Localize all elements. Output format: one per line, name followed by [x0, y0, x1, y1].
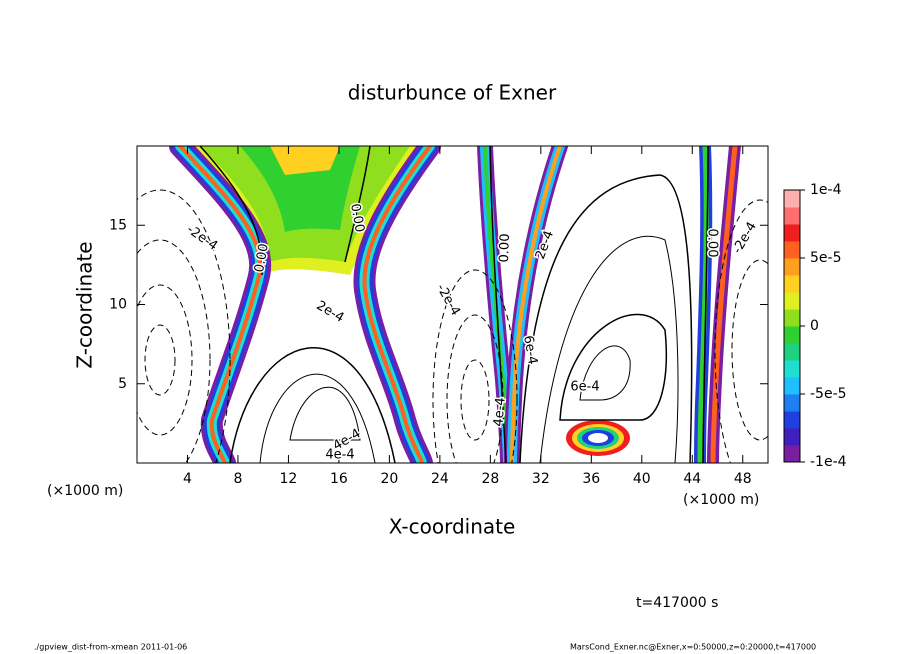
y-tick-label: 15	[109, 217, 127, 233]
footer-right: MarsCond_Exner.nc@Exner,x=0:50000,z=0:20…	[570, 643, 816, 652]
x-tick-label: 20	[380, 471, 398, 487]
colorbar-cell	[784, 377, 800, 395]
colorbar-cell	[784, 394, 800, 412]
colorbar-cell	[784, 241, 800, 259]
colorbar-cell	[784, 309, 800, 327]
colorbar-cell	[784, 275, 800, 293]
contour-line	[199, 146, 263, 276]
contour-line	[137, 284, 193, 436]
band	[510, 146, 562, 463]
colorbar-cell	[784, 360, 800, 378]
contour-label: 6e-4	[570, 380, 599, 395]
colorbar-cell	[784, 343, 800, 361]
contour-label: 0.00	[705, 229, 720, 258]
contour-line	[259, 373, 376, 463]
contour-line	[344, 146, 371, 263]
contour-line	[137, 189, 231, 463]
x-tick-label: 48	[734, 471, 752, 487]
contour-label: 4e-4	[491, 397, 508, 427]
contour-line	[579, 345, 631, 401]
contour-line	[144, 324, 176, 396]
contour-line	[702, 146, 709, 463]
colorbar-cell	[784, 207, 800, 225]
x-unit-label: (×1000 m)	[683, 492, 759, 508]
contours	[137, 146, 768, 463]
x-tick-label: 40	[633, 471, 651, 487]
field-fill	[270, 146, 340, 175]
contour-label: 0.00	[347, 202, 367, 233]
colorbar-cell	[784, 292, 800, 310]
colorbar-cell	[784, 326, 800, 344]
band	[710, 146, 738, 463]
contour-line	[539, 235, 679, 463]
time-label: t=417000 s	[636, 595, 718, 611]
contour-line	[489, 146, 507, 463]
chart-title: disturbunce of Exner	[348, 81, 557, 105]
colorbar-cell	[784, 411, 800, 429]
contour-line	[289, 387, 361, 441]
contour-line	[137, 239, 211, 463]
y-axis-label: Z-coordinate	[73, 241, 97, 368]
contour-line	[229, 347, 396, 463]
blob	[588, 433, 608, 443]
field	[137, 146, 768, 463]
contour-label: 4e-4	[325, 448, 354, 463]
x-tick-label: 4	[183, 471, 192, 487]
y-tick-label: 5	[118, 376, 127, 392]
contour-label: 0.00	[252, 242, 272, 273]
x-tick-label: 12	[280, 471, 298, 487]
x-tick-label: 36	[582, 471, 600, 487]
contour-line	[432, 269, 518, 463]
colorbar-cell	[784, 190, 800, 208]
x-axis-label: X-coordinate	[389, 515, 516, 539]
x-tick-label: 44	[683, 471, 701, 487]
footer-left: ./gpview_dist-from-xmean 2011-01-06	[34, 643, 187, 652]
x-tick-label: 8	[233, 471, 242, 487]
contour-label: 6e-4	[520, 334, 540, 365]
colorbar-tick-label: 5e-5	[810, 250, 841, 266]
contour-label: 0.00	[497, 233, 513, 262]
contour-line	[714, 199, 768, 463]
colorbar-cell	[784, 224, 800, 242]
x-tick-label: 24	[431, 471, 449, 487]
band	[178, 146, 263, 463]
contour-line	[559, 313, 668, 421]
contour-line	[519, 174, 693, 463]
y-tick-label: 10	[109, 297, 127, 313]
colorbar-tick-label: 0	[810, 318, 819, 334]
y-unit-label: (×1000 m)	[47, 483, 123, 499]
colorbar-cell	[784, 428, 800, 446]
band	[697, 146, 709, 463]
x-tick-label: 16	[330, 471, 348, 487]
colorbar-tick-label: -1e-4	[810, 454, 847, 470]
colorbar-cell	[784, 445, 800, 463]
x-tick-label: 28	[481, 471, 499, 487]
colorbar-tick-label: 1e-4	[810, 182, 842, 198]
contour-line	[460, 359, 490, 441]
colorbar-cell	[784, 258, 800, 276]
x-tick-label: 32	[532, 471, 550, 487]
colorbar-tick-label: -5e-5	[810, 386, 847, 402]
band	[362, 146, 432, 463]
